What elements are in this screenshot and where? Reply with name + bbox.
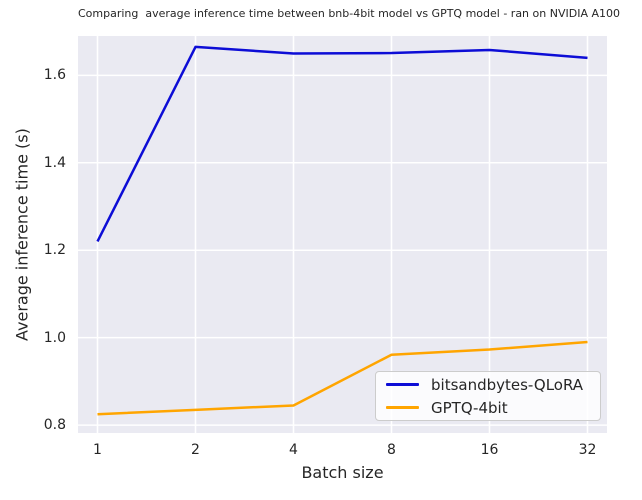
y-tick-label: 1.6 xyxy=(43,67,66,84)
legend-label: bitsandbytes-QLoRA xyxy=(431,375,584,394)
legend: bitsandbytes-QLoRA GPTQ-4bit xyxy=(375,371,601,421)
chart-canvas xyxy=(78,36,607,433)
x-tick-label: 16 xyxy=(480,442,499,458)
legend-label: GPTQ-4bit xyxy=(431,398,508,417)
x-tick-label: 1 xyxy=(93,442,102,458)
series-line-GPTQ-4bit xyxy=(97,340,588,416)
y-tick-label: 0.8 xyxy=(43,417,66,434)
legend-item-bitsandbytes: bitsandbytes-QLoRA xyxy=(386,376,590,394)
x-tick-label: 32 xyxy=(578,442,597,458)
plot-background xyxy=(78,36,607,433)
y-tick-label: 1.4 xyxy=(43,154,66,171)
x-axis-label: Batch size xyxy=(301,463,384,482)
y-axis-ticks: 0.8 1.0 1.2 1.4 1.6 xyxy=(24,36,66,433)
x-tick-label: 4 xyxy=(289,442,298,458)
plot-area: bitsandbytes-QLoRA GPTQ-4bit xyxy=(78,36,607,433)
legend-line-swatch-orange xyxy=(386,406,419,409)
chart-title: Comparing average inference time between… xyxy=(78,7,620,20)
series-line-bitsandbytes-QLoRA xyxy=(96,45,588,243)
x-tick-label: 8 xyxy=(387,442,396,458)
y-tick-label: 1.2 xyxy=(43,242,66,259)
y-tick-label: 1.0 xyxy=(43,329,66,346)
x-tick-label: 2 xyxy=(191,442,200,458)
legend-item-gptq: GPTQ-4bit xyxy=(386,399,590,417)
legend-line-swatch-blue xyxy=(386,383,419,386)
x-axis-ticks: 1 2 4 8 16 32 xyxy=(78,442,607,460)
